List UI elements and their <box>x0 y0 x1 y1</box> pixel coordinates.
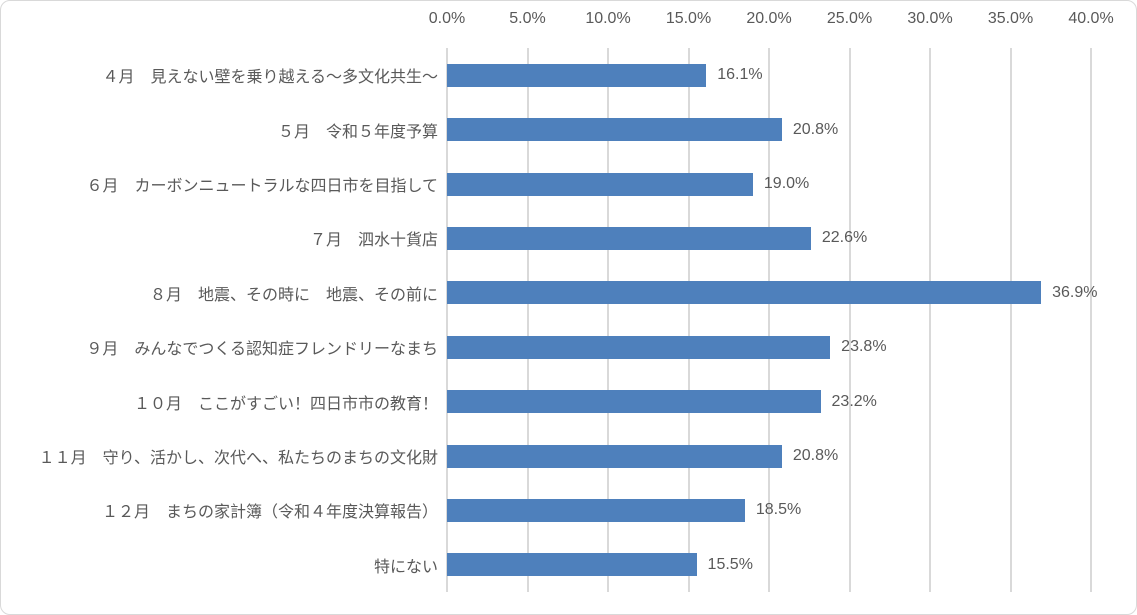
value-label: 16.1% <box>717 66 763 84</box>
x-axis-tick-label: 0.0% <box>428 10 466 27</box>
bar <box>447 390 821 414</box>
category-label: ７月 泗水十貨店 <box>309 232 438 250</box>
category-label: ６月 カーボンニュートラルな四日市を目指して <box>86 178 438 195</box>
gridline <box>687 48 690 592</box>
category-label: ５月 令和５年度予算 <box>277 123 438 141</box>
bar <box>447 444 782 468</box>
bar <box>447 226 811 250</box>
x-axis-tick-label: 30.0% <box>907 10 953 27</box>
x-axis-tick-label: 10.0% <box>585 10 631 27</box>
bar <box>447 553 697 577</box>
gridline <box>848 48 851 592</box>
x-axis-tick-label: 5.0% <box>509 10 546 27</box>
gridline <box>526 48 529 592</box>
category-label: ４月 見えない壁を乗り越える～多文化共生～ <box>102 69 438 87</box>
bar <box>447 172 753 196</box>
gridline <box>1090 48 1092 592</box>
category-label: １１月 守り、活かし、次代へ、私たちのまちの文化財 <box>38 450 438 467</box>
gridline <box>768 48 770 592</box>
x-axis-tick-label: 20.0% <box>746 10 792 27</box>
bar <box>447 281 1042 305</box>
bar <box>447 498 745 522</box>
bar <box>447 63 707 87</box>
bar <box>447 335 831 359</box>
category-label: 特にない <box>373 558 438 576</box>
value-label: 18.5% <box>755 501 802 519</box>
bar <box>447 118 782 142</box>
value-label: 23.2% <box>831 392 877 410</box>
value-label: 36.9% <box>1052 283 1098 301</box>
value-label: 23.8% <box>841 338 887 356</box>
value-label: 20.8% <box>792 447 839 464</box>
category-label: １２月 まちの家計簿（令和４年度決算報告） <box>101 504 438 522</box>
category-label: １０月 ここがすごい！四日市市の教育！ <box>133 395 438 413</box>
gridline <box>446 48 448 592</box>
x-axis-tick-label: 15.0% <box>665 10 712 27</box>
category-label: ９月 みんなでつくる認知症フレンドリーなまち <box>86 341 438 359</box>
value-label: 22.6% <box>821 229 868 247</box>
gridline <box>1009 48 1012 592</box>
category-label: ８月 地震、その時に 地震、その前に <box>149 286 438 304</box>
x-axis-tick-label: 35.0% <box>987 10 1034 27</box>
value-label: 15.5% <box>707 555 753 573</box>
x-axis-tick-label: 40.0% <box>1068 10 1114 27</box>
gridline <box>929 48 931 592</box>
value-label: 20.8% <box>792 120 839 138</box>
x-axis-tick-label: 25.0% <box>826 10 873 27</box>
value-label: 19.0% <box>763 175 810 192</box>
gridline <box>607 48 609 592</box>
